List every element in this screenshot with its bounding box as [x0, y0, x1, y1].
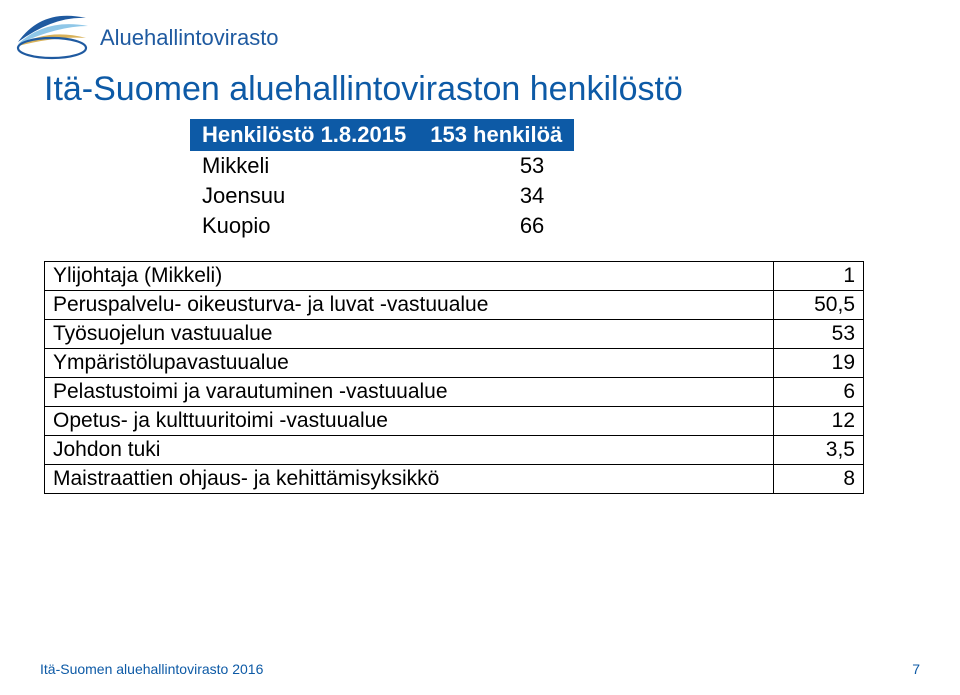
- table-row: Maistraattien ohjaus- ja kehittämisyksik…: [45, 465, 864, 494]
- resp-label: Peruspalvelu- oikeusturva- ja luvat -vas…: [45, 291, 774, 320]
- table-row: Opetus- ja kulttuuritoimi -vastuualue 12: [45, 407, 864, 436]
- staff-label: Mikkeli: [190, 151, 418, 181]
- resp-value: 3,5: [774, 436, 864, 465]
- table-row: Ympäristölupavastuualue 19: [45, 349, 864, 378]
- responsibility-table: Ylijohtaja (Mikkeli) 1 Peruspalvelu- oik…: [44, 261, 864, 494]
- resp-label: Ympäristölupavastuualue: [45, 349, 774, 378]
- resp-label: Pelastustoimi ja varautuminen -vastuualu…: [45, 378, 774, 407]
- footer-text: Itä-Suomen aluehallintovirasto 2016: [40, 661, 263, 677]
- resp-value: 12: [774, 407, 864, 436]
- staff-header-value: 153 henkilöä: [418, 119, 574, 151]
- page-title: Itä-Suomen aluehallintoviraston henkilös…: [44, 70, 960, 109]
- resp-value: 6: [774, 378, 864, 407]
- footer: Itä-Suomen aluehallintovirasto 2016 7: [40, 661, 920, 677]
- table-row: Johdon tuki 3,5: [45, 436, 864, 465]
- resp-label: Johdon tuki: [45, 436, 774, 465]
- resp-value: 53: [774, 320, 864, 349]
- resp-label: Työsuojelun vastuualue: [45, 320, 774, 349]
- page-number: 7: [912, 661, 920, 677]
- table-row: Mikkeli 53: [190, 151, 574, 181]
- resp-label: Ylijohtaja (Mikkeli): [45, 262, 774, 291]
- staff-value: 53: [418, 151, 574, 181]
- brand-name: Aluehallintovirasto: [100, 25, 279, 51]
- table-row: Pelastustoimi ja varautuminen -vastuualu…: [45, 378, 864, 407]
- resp-label: Opetus- ja kulttuuritoimi -vastuualue: [45, 407, 774, 436]
- table-row: Ylijohtaja (Mikkeli) 1: [45, 262, 864, 291]
- header: Aluehallintovirasto: [0, 0, 960, 62]
- resp-value: 1: [774, 262, 864, 291]
- staff-value: 66: [418, 211, 574, 241]
- table-row: Työsuojelun vastuualue 53: [45, 320, 864, 349]
- slide: Aluehallintovirasto Itä-Suomen aluehalli…: [0, 0, 960, 695]
- resp-value: 8: [774, 465, 864, 494]
- content-area: Henkilöstö 1.8.2015 153 henkilöä Mikkeli…: [190, 119, 960, 241]
- table-row: Joensuu 34: [190, 181, 574, 211]
- logo-icon: [12, 8, 94, 62]
- table-row: Henkilöstö 1.8.2015 153 henkilöä: [190, 119, 574, 151]
- resp-value: 50,5: [774, 291, 864, 320]
- resp-value: 19: [774, 349, 864, 378]
- table-row: Peruspalvelu- oikeusturva- ja luvat -vas…: [45, 291, 864, 320]
- resp-label: Maistraattien ohjaus- ja kehittämisyksik…: [45, 465, 774, 494]
- staff-label: Joensuu: [190, 181, 418, 211]
- staff-value: 34: [418, 181, 574, 211]
- staff-table: Henkilöstö 1.8.2015 153 henkilöä Mikkeli…: [190, 119, 574, 241]
- staff-label: Kuopio: [190, 211, 418, 241]
- staff-header-label: Henkilöstö 1.8.2015: [190, 119, 418, 151]
- table-row: Kuopio 66: [190, 211, 574, 241]
